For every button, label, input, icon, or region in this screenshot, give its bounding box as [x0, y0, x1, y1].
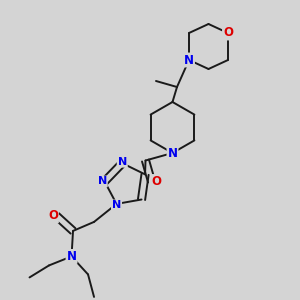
Text: N: N [118, 157, 127, 167]
Text: N: N [184, 53, 194, 67]
Text: N: N [67, 250, 76, 263]
Text: O: O [223, 26, 233, 40]
Text: N: N [167, 146, 178, 160]
Text: O: O [48, 209, 58, 222]
Text: O: O [151, 175, 161, 188]
Text: N: N [98, 176, 107, 187]
Text: N: N [112, 200, 121, 210]
